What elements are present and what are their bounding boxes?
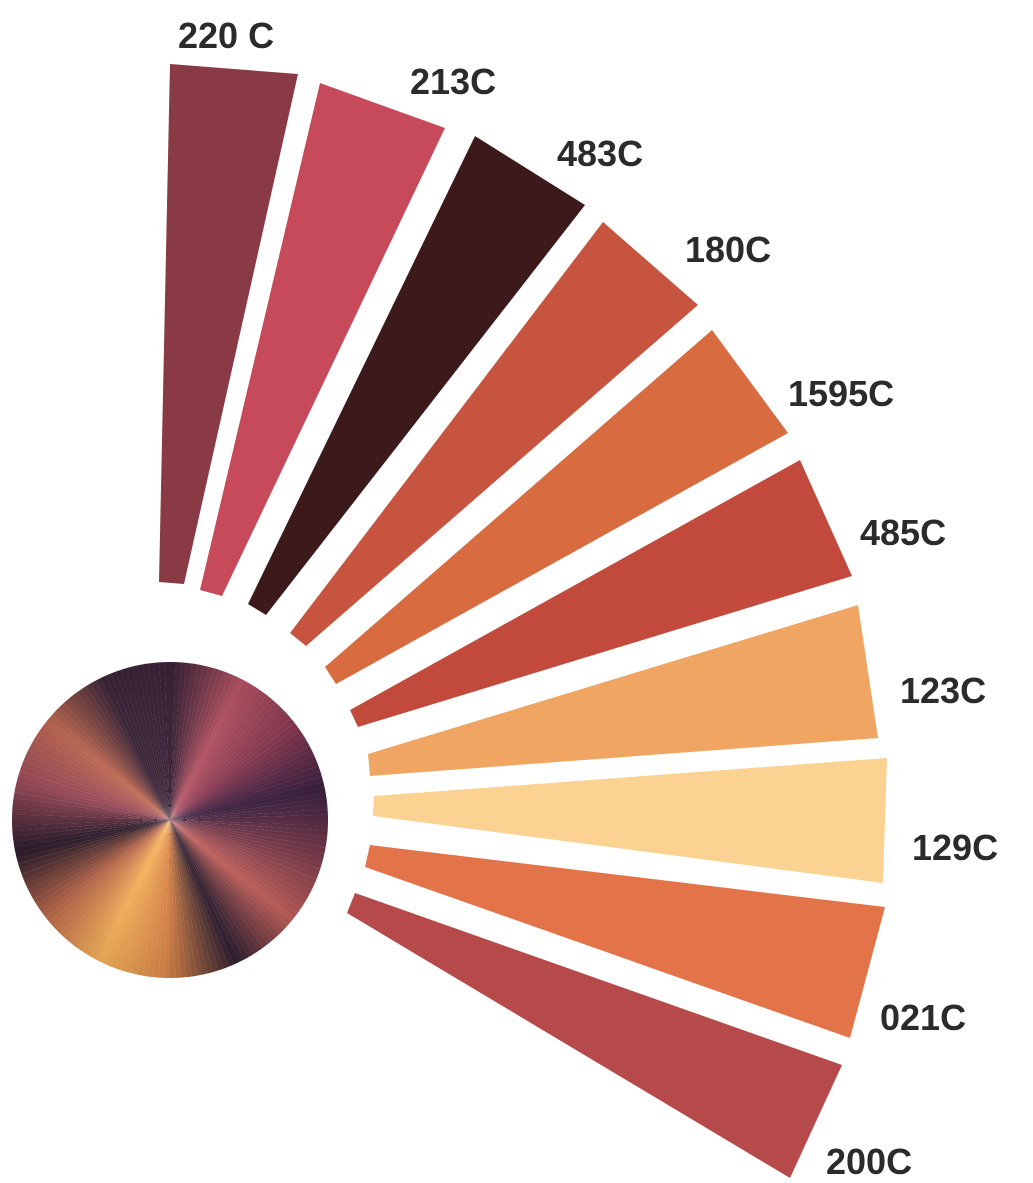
swatch-wedge	[290, 222, 698, 646]
swatch-wedge	[248, 136, 585, 615]
swatch-021c: 021C	[365, 845, 966, 1038]
swatch-label: 180C	[685, 229, 771, 270]
swatch-label: 1595C	[788, 373, 894, 414]
swatch-129c: 129C	[373, 758, 998, 883]
swatch-123c: 123C	[368, 605, 986, 776]
swatch-1595c: 1595C	[325, 330, 894, 684]
swatch-label: 485C	[860, 512, 946, 553]
swatch-483c: 483C	[248, 133, 643, 615]
swatch-wedge	[159, 64, 298, 584]
disc-shading	[12, 662, 328, 978]
swatch-wedge	[350, 460, 852, 727]
swatch-wedge	[347, 893, 842, 1178]
swatch-220c: 220 C	[159, 15, 298, 584]
swatch-wedge	[368, 605, 878, 776]
swatch-label: 483C	[557, 133, 643, 174]
swatch-wedge	[365, 845, 885, 1038]
swatch-180c: 180C	[290, 222, 771, 646]
swatch-label: 200C	[826, 1141, 912, 1182]
swatch-label: 129C	[912, 827, 998, 868]
swatch-label: 021C	[880, 997, 966, 1038]
swatch-label: 213C	[410, 61, 496, 102]
swatch-label: 123C	[900, 670, 986, 711]
swatch-wedge	[200, 83, 445, 596]
swatch-wedge	[325, 330, 788, 684]
swatch-213c: 213C	[200, 61, 496, 596]
swatch-485c: 485C	[350, 460, 946, 727]
swatch-200c: 200C	[347, 893, 912, 1182]
swatch-wedge	[373, 758, 887, 883]
swatch-label: 220 C	[178, 15, 274, 56]
